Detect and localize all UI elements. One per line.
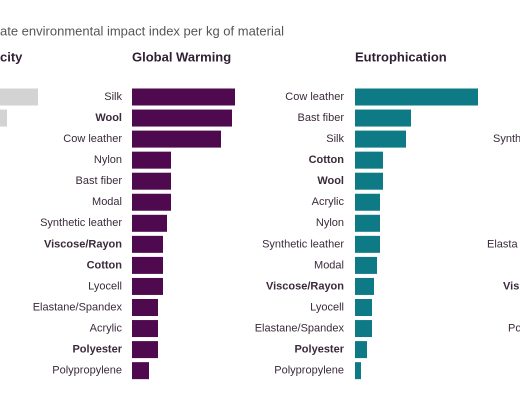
category-label: Cow leather <box>63 133 122 145</box>
category-label: Elasta <box>487 238 518 250</box>
bar <box>355 320 372 338</box>
bar <box>132 172 171 190</box>
category-label: Lyocell <box>88 280 122 292</box>
category-label: Acrylic <box>312 196 345 208</box>
bar <box>355 172 383 190</box>
bar <box>132 362 149 380</box>
category-label: Viscose/Rayon <box>266 280 344 292</box>
category-label: Modal <box>314 259 344 271</box>
bar <box>132 299 158 316</box>
panel-title: Eutrophication <box>355 49 447 64</box>
bar <box>355 214 380 232</box>
category-label: Cotton <box>309 154 345 166</box>
bar <box>132 235 163 253</box>
bar <box>132 320 158 338</box>
category-label: Cotton <box>87 259 123 271</box>
bar <box>132 193 171 211</box>
category-label: Vis <box>503 280 519 292</box>
bar <box>132 256 163 274</box>
bar <box>355 151 383 169</box>
category-label: Acrylic <box>90 322 123 334</box>
category-label: Cow leather <box>285 91 344 103</box>
category-label: Nylon <box>316 217 344 229</box>
bar <box>355 299 372 316</box>
category-label: Synth <box>493 133 520 145</box>
bar <box>132 277 163 295</box>
category-label: Bast fiber <box>76 175 123 187</box>
bar <box>355 256 377 274</box>
bar <box>355 341 367 359</box>
category-label: Synthetic leather <box>262 238 344 250</box>
bar <box>132 214 167 232</box>
category-label: Polyester <box>72 344 122 356</box>
bar <box>355 88 478 106</box>
panel-title: Global Warming <box>132 49 231 64</box>
category-label: Silk <box>104 91 122 103</box>
category-label: Polypropylene <box>52 365 122 377</box>
category-label: Lyocell <box>310 301 344 313</box>
bar <box>355 277 374 295</box>
category-label: Elastane/Spandex <box>255 322 345 334</box>
category-label: Silk <box>326 133 344 145</box>
bar <box>132 341 158 359</box>
category-label: Wool <box>317 175 344 187</box>
category-label: Polypropylene <box>274 365 344 377</box>
bar <box>355 130 406 148</box>
category-label: Synthetic leather <box>40 217 122 229</box>
bar <box>132 151 171 169</box>
bar <box>132 88 235 106</box>
bar <box>0 109 7 127</box>
category-label: Elastane/Spandex <box>33 301 123 313</box>
category-label: Nylon <box>94 154 122 166</box>
bar <box>132 130 221 148</box>
category-label: Bast fiber <box>298 112 345 124</box>
bar <box>355 235 380 253</box>
bar <box>355 193 380 211</box>
bar <box>355 109 411 127</box>
bar <box>132 109 232 127</box>
category-label: Wool <box>95 112 122 124</box>
category-label: Polyester <box>294 344 344 356</box>
category-label: Viscose/Rayon <box>44 238 122 250</box>
subtitle: ate environmental impact index per kg of… <box>0 23 284 38</box>
panel-title: city <box>0 49 23 64</box>
category-label: Modal <box>92 196 122 208</box>
bar <box>0 88 38 106</box>
category-label: Po <box>508 322 520 334</box>
bar <box>355 362 361 380</box>
